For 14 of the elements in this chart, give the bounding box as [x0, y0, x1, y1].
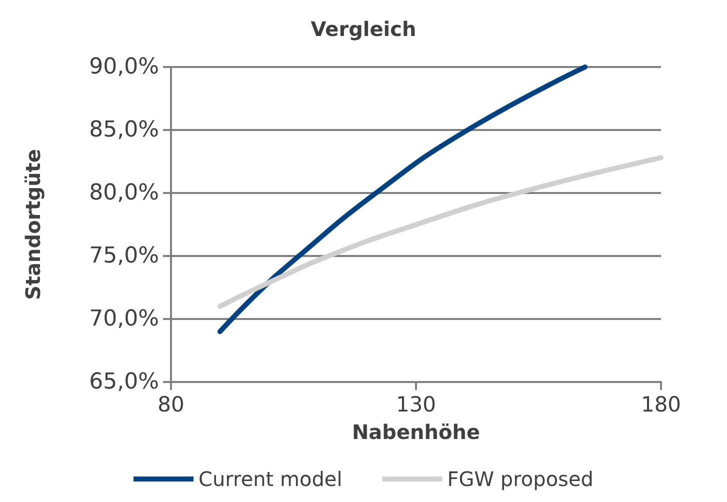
x-tick-label: 80: [158, 392, 184, 416]
y-tick-label: 75,0%: [89, 244, 159, 268]
legend-label: FGW proposed: [447, 467, 594, 491]
y-axis-title: Standortgüte: [21, 149, 45, 300]
y-tick-label: 85,0%: [89, 118, 159, 142]
legend-label: Current model: [198, 467, 342, 491]
y-tick-label: 70,0%: [89, 306, 159, 332]
y-tick-label: 80,0%: [89, 180, 159, 206]
y-tick-label: 90,0%: [89, 54, 159, 80]
chart-title: Vergleich: [310, 17, 416, 41]
y-tick-label: 65,0%: [89, 370, 159, 394]
x-tick-label: 130: [396, 392, 436, 416]
x-axis-title: Nabenhöhe: [352, 420, 480, 444]
x-tick-label: 180: [640, 392, 682, 416]
